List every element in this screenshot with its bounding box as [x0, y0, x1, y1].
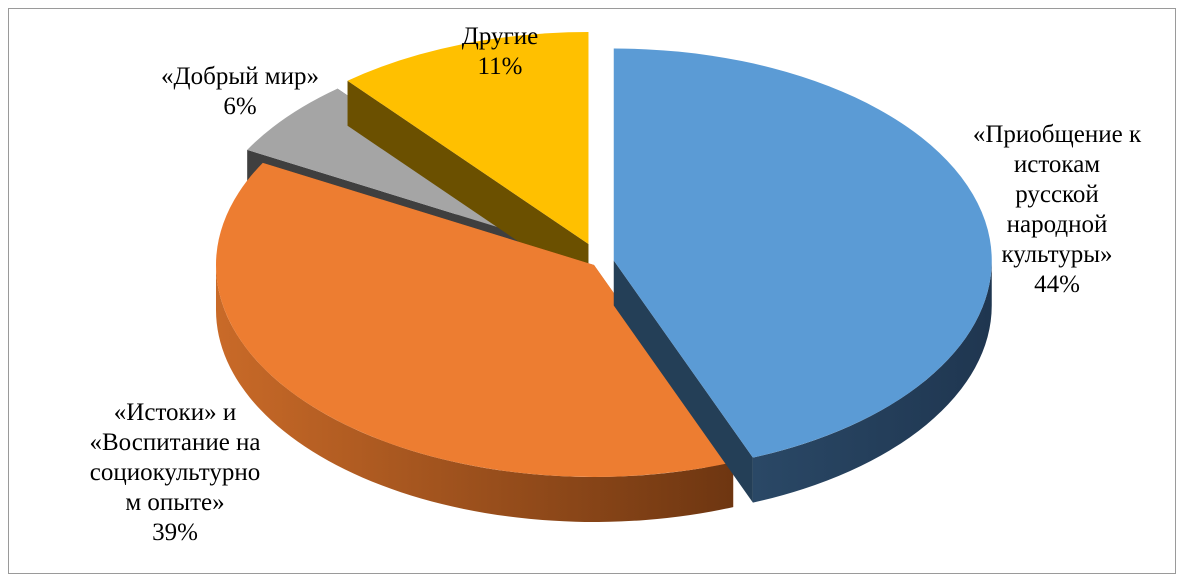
slice-value-priobshchenie: 44%	[1034, 271, 1080, 298]
slice-istoki-top	[215, 162, 734, 477]
slice-drugie-cut-start	[347, 80, 589, 290]
slice-label-priobshchenie-line: «Приобщение к	[972, 121, 1142, 148]
slice-label-istoki-line: «Истоки» и	[113, 399, 237, 426]
slice-label-priobshchenie-line: русской	[1015, 181, 1099, 208]
slice-value-dobryi-mir: 6%	[223, 93, 257, 120]
slice-label-dobryi-mir-line: «Добрый мир»	[161, 63, 319, 90]
slice-label-istoki: «Истоки» и «Воспитание на социокультурно…	[50, 398, 300, 548]
slice-label-istoki-line: м опыте»	[125, 489, 225, 516]
slice-label-istoki-line: «Воспитание на	[89, 429, 261, 456]
slice-istoki-outer-wall	[215, 264, 734, 522]
slice-label-dobryi-mir: «Добрый мир» 6%	[130, 62, 350, 122]
slice-priobshchenie-cut-end	[613, 260, 753, 503]
slice-label-istoki-line: социокультурно	[89, 459, 261, 486]
slice-priobshchenie-outer-wall	[752, 260, 992, 503]
slice-label-priobshchenie-line: народной	[1006, 211, 1108, 238]
slice-value-drugie: 11%	[477, 53, 523, 80]
slice-drugie-top	[347, 32, 589, 245]
slice-label-priobshchenie-line: культуры»	[1001, 241, 1113, 268]
slice-priobshchenie-top	[613, 48, 992, 458]
slice-label-drugie: Другие 11%	[420, 22, 580, 82]
slice-value-istoki: 39%	[152, 519, 198, 546]
slice-label-priobshchenie-line: истокам	[1013, 151, 1101, 178]
slice-label-priobshchenie: «Приобщение к истокам русской народной к…	[952, 120, 1162, 300]
slice-label-drugie-line: Другие	[461, 23, 539, 50]
